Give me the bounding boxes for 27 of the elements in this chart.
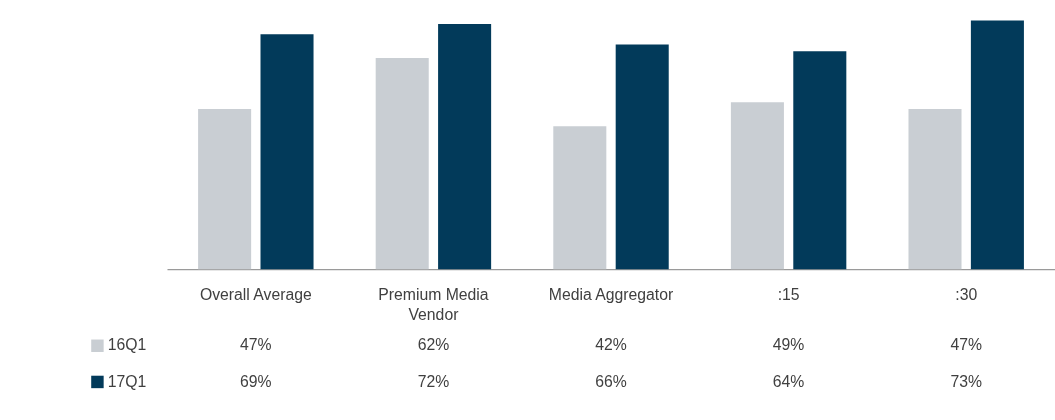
data-label: 47% bbox=[950, 336, 982, 354]
data-label: 49% bbox=[772, 336, 805, 354]
bar bbox=[198, 109, 252, 270]
bar bbox=[908, 109, 962, 270]
data-label: 72% bbox=[417, 372, 450, 390]
data-label: 42% bbox=[595, 336, 627, 354]
x-tick-label: Overall Average bbox=[199, 286, 312, 304]
data-label: 73% bbox=[950, 372, 982, 390]
bar bbox=[375, 58, 429, 270]
x-tick-label: Media Aggregator bbox=[548, 286, 674, 304]
bar bbox=[615, 44, 669, 270]
bar bbox=[553, 126, 607, 270]
bar bbox=[730, 102, 784, 270]
x-tick-label: :15 bbox=[777, 286, 800, 304]
data-label: 64% bbox=[772, 372, 805, 390]
data-label: 47% bbox=[240, 336, 272, 354]
data-label: 66% bbox=[595, 372, 627, 390]
bar bbox=[793, 51, 847, 270]
bar bbox=[260, 34, 314, 270]
data-label: 62% bbox=[417, 336, 450, 354]
data-label: 69% bbox=[240, 372, 272, 390]
bar bbox=[438, 23, 492, 270]
bar bbox=[970, 20, 1024, 270]
legend-label: 17Q1 bbox=[107, 372, 147, 390]
x-tick-label: :30 bbox=[955, 286, 978, 304]
x-tick-label: Premium Media Vendor bbox=[378, 286, 489, 323]
legend-label: 16Q1 bbox=[107, 336, 147, 354]
